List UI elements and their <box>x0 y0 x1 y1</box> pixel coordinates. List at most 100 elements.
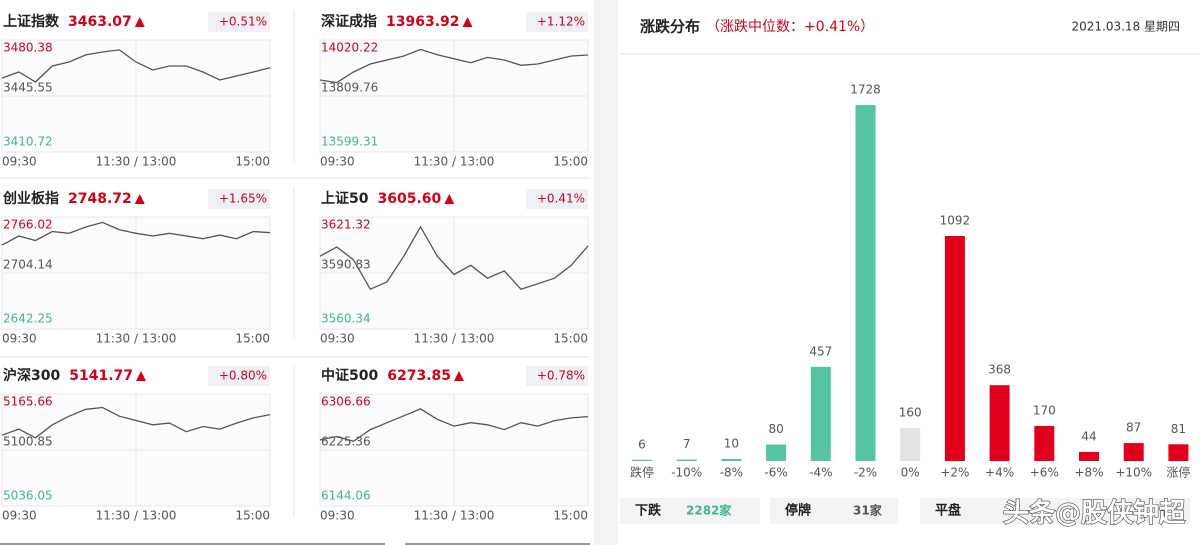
bar <box>810 366 831 461</box>
change-box <box>526 189 588 209</box>
up-arrow <box>134 17 145 27</box>
index-name: 深证成指 <box>321 13 377 30</box>
price-line <box>1 49 271 83</box>
x-tick-label: 15:00 <box>553 332 588 346</box>
bar <box>1034 425 1055 461</box>
y-tick-label: 3410.72 <box>3 135 53 149</box>
x-tick-label: 11:30 / 13:00 <box>414 155 495 169</box>
x-tick-label: +10% <box>1115 466 1152 480</box>
value-label: 44 <box>1081 429 1096 443</box>
index-price: 2748.72 <box>68 191 132 207</box>
bar <box>676 459 697 461</box>
bar <box>766 444 787 461</box>
value-label: 457 <box>809 344 832 358</box>
x-tick-label: 11:30 / 13:00 <box>414 509 495 523</box>
y-tick-label: 2766.02 <box>3 218 53 232</box>
x-tick-label: +6% <box>1030 466 1059 480</box>
up-arrow <box>134 194 145 204</box>
chart-title: 涨跌分布 <box>640 18 700 36</box>
index-change: +0.78% <box>537 369 585 383</box>
value-label: 1728 <box>850 83 881 97</box>
x-tick-label: -2% <box>854 466 877 480</box>
price-line <box>1 406 271 439</box>
index-price: 5141.77 <box>69 368 133 384</box>
x-tick-label: 跌停 <box>630 465 654 480</box>
y-tick-label: 13599.31 <box>321 135 378 149</box>
y-tick-label: 3621.32 <box>321 218 371 232</box>
bar <box>632 459 652 461</box>
y-tick-label: 5100.85 <box>3 435 53 449</box>
y-tick-label: 2704.14 <box>3 257 53 271</box>
value-label: 6 <box>638 437 646 451</box>
value-label: 10 <box>724 436 739 450</box>
value-label: 160 <box>899 406 922 420</box>
y-tick-label: 3445.55 <box>3 81 53 95</box>
bar <box>944 236 965 461</box>
x-tick-label: 11:30 / 13:00 <box>414 332 495 346</box>
date: 2021.03.18 星期四 <box>1071 20 1180 34</box>
value-label: 80 <box>768 422 783 436</box>
value-label: 7 <box>683 437 691 451</box>
x-tick-label: 09:30 <box>320 509 355 523</box>
index-name: 上证50 <box>321 191 369 207</box>
x-tick-label: -8% <box>720 466 743 480</box>
x-tick-label: +2% <box>940 466 969 480</box>
x-tick-label: 15:00 <box>235 509 270 523</box>
x-tick-label: +8% <box>1074 466 1103 480</box>
x-tick-label: 15:00 <box>553 155 588 169</box>
y-tick-label: 3560.34 <box>321 312 371 326</box>
x-tick-label: 11:30 / 13:00 <box>96 332 177 346</box>
summary-value: 2282家 <box>686 503 732 518</box>
value-label: 81 <box>1171 422 1186 436</box>
index-price: 6273.85 <box>387 368 451 384</box>
y-tick-label: 13809.76 <box>321 81 378 95</box>
y-tick-label: 6144.06 <box>321 489 371 503</box>
price-line <box>319 48 589 84</box>
change-box <box>526 366 588 386</box>
up-arrow <box>136 371 146 381</box>
price-line <box>1 221 271 246</box>
index-price: 3605.60 <box>377 191 441 207</box>
x-tick-label: 09:30 <box>320 155 355 169</box>
bar <box>1123 443 1144 461</box>
summary-label: 平盘 <box>935 503 961 519</box>
x-tick-label: -4% <box>809 466 832 480</box>
index-change: +0.80% <box>219 369 267 383</box>
index-change: +1.12% <box>537 15 585 29</box>
x-tick-label: 15:00 <box>235 155 270 169</box>
change-box <box>208 12 270 32</box>
up-arrow <box>462 17 473 27</box>
bar <box>855 105 876 461</box>
index-name: 创业板指 <box>2 190 59 207</box>
index-name: 中证500 <box>321 367 378 384</box>
x-tick-label: 09:30 <box>320 332 355 346</box>
x-tick-label: 09:30 <box>2 509 37 523</box>
change-box <box>208 189 270 209</box>
y-tick-label: 2642.25 <box>3 312 53 326</box>
x-tick-label: 09:30 <box>2 155 37 169</box>
x-tick-label: 11:30 / 13:00 <box>96 155 177 169</box>
value-label: 87 <box>1126 421 1141 435</box>
x-tick-label: 15:00 <box>553 509 588 523</box>
gutter <box>594 0 618 545</box>
y-tick-label: 5036.05 <box>3 489 53 503</box>
chart-subtitle: （涨跌中位数：+0.41%） <box>706 19 874 35</box>
index-change: +0.51% <box>219 15 267 29</box>
value-label: 170 <box>1033 403 1056 417</box>
summary-box <box>770 498 898 524</box>
summary-label: 停牌 <box>785 503 811 519</box>
y-tick-label: 6225.36 <box>321 435 371 449</box>
y-tick-label: 3590.83 <box>321 258 371 272</box>
x-tick-label: 0% <box>901 466 920 480</box>
summary-box <box>920 498 1190 524</box>
bar <box>1079 451 1099 461</box>
summary-label: 下跌 <box>635 503 662 519</box>
index-change: +1.65% <box>219 192 267 206</box>
bar <box>721 458 742 461</box>
index-name: 上证指数 <box>3 13 60 30</box>
y-tick-label: 14020.22 <box>321 41 378 55</box>
value-label: 368 <box>988 363 1011 377</box>
price-line <box>319 225 589 291</box>
index-change: +0.41% <box>537 192 585 206</box>
